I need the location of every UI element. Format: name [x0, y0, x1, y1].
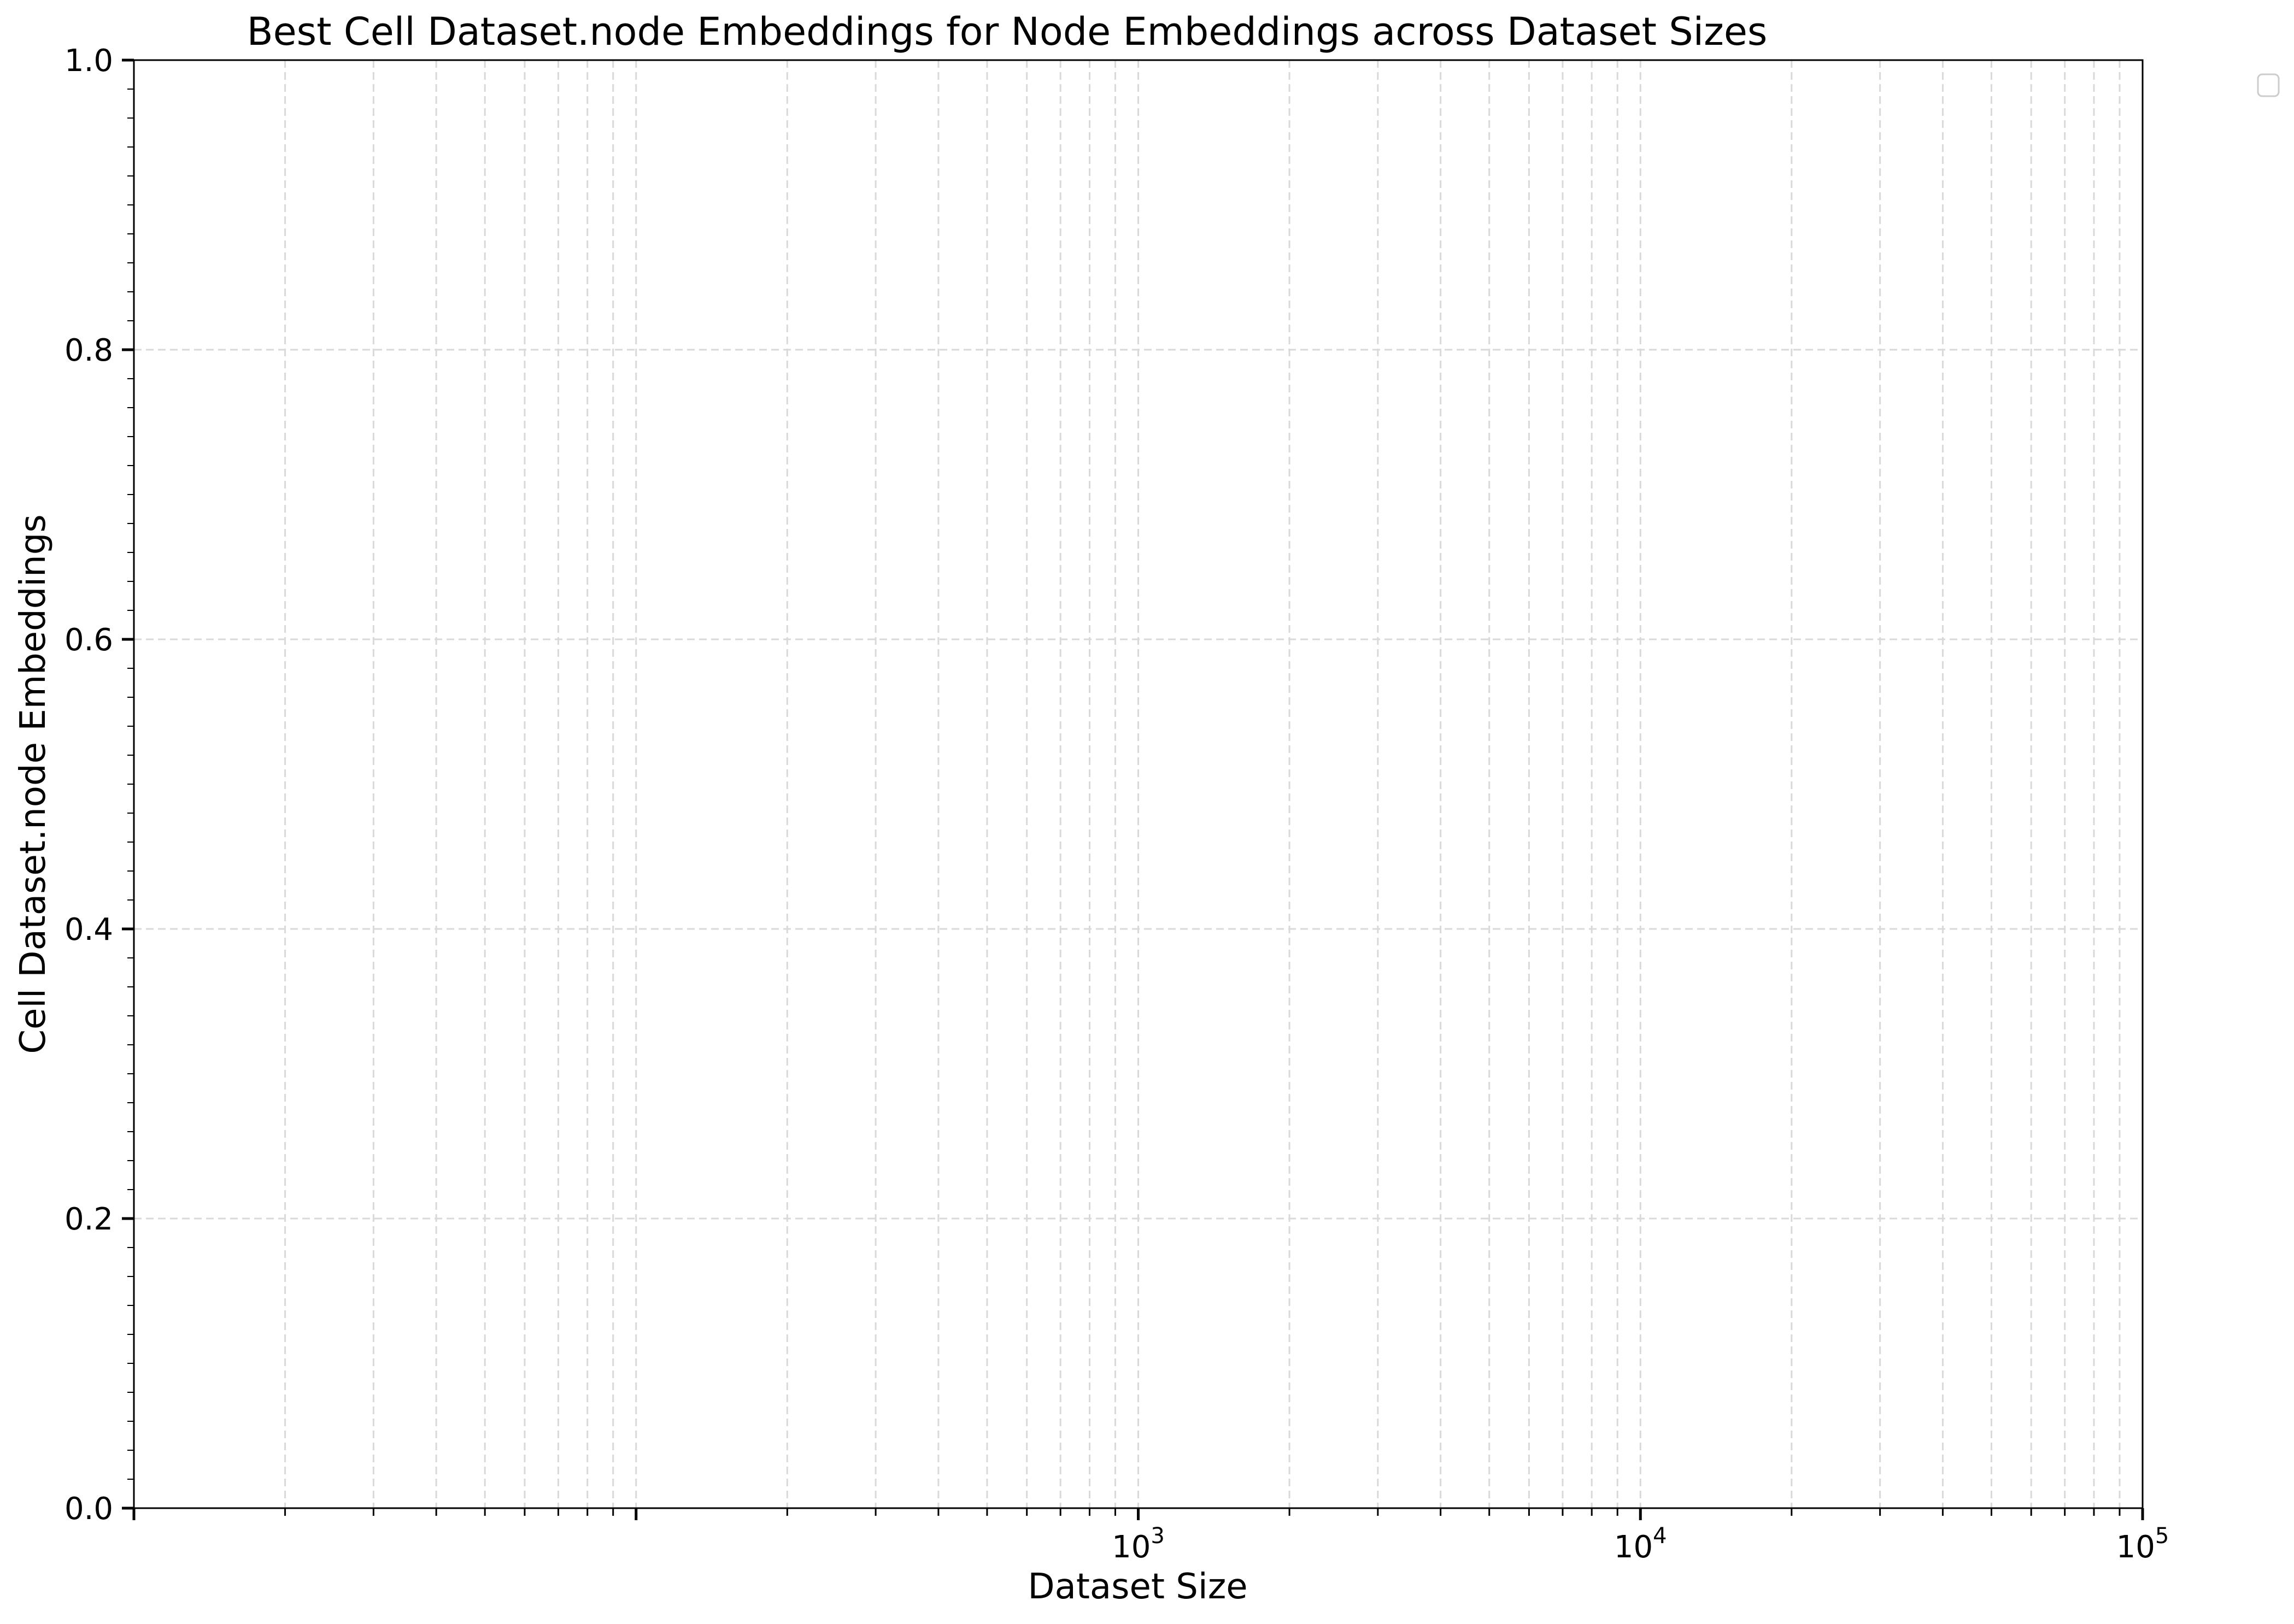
legend-box — [2257, 73, 2280, 97]
y-tick-label: 0.2 — [64, 1202, 113, 1237]
chart-title: Best Cell Dataset.node Embeddings for No… — [247, 9, 1768, 54]
x-ticks: 103 104 105 — [132, 1508, 2169, 1565]
y-tick-label: 1.0 — [64, 43, 113, 79]
x-tick-label: 104 — [1614, 1523, 1667, 1565]
x-tick-label: 105 — [2116, 1523, 2169, 1565]
grid-layer — [134, 60, 2143, 1508]
y-tick-label: 0.8 — [64, 333, 113, 368]
y-tick-label: 0.6 — [64, 622, 113, 658]
y-tick-label: 0.0 — [64, 1491, 113, 1527]
y-tick-label: 0.4 — [64, 912, 113, 948]
plot-area-frame — [133, 59, 2144, 1509]
y-axis-label: Cell Dataset.node Embeddings — [13, 514, 54, 1054]
y-ticks: 0.0 0.2 0.4 0.6 0.8 1.0 — [64, 43, 134, 1527]
x-axis-label: Dataset Size — [1028, 1567, 1247, 1607]
x-tick-label: 103 — [1112, 1523, 1165, 1565]
